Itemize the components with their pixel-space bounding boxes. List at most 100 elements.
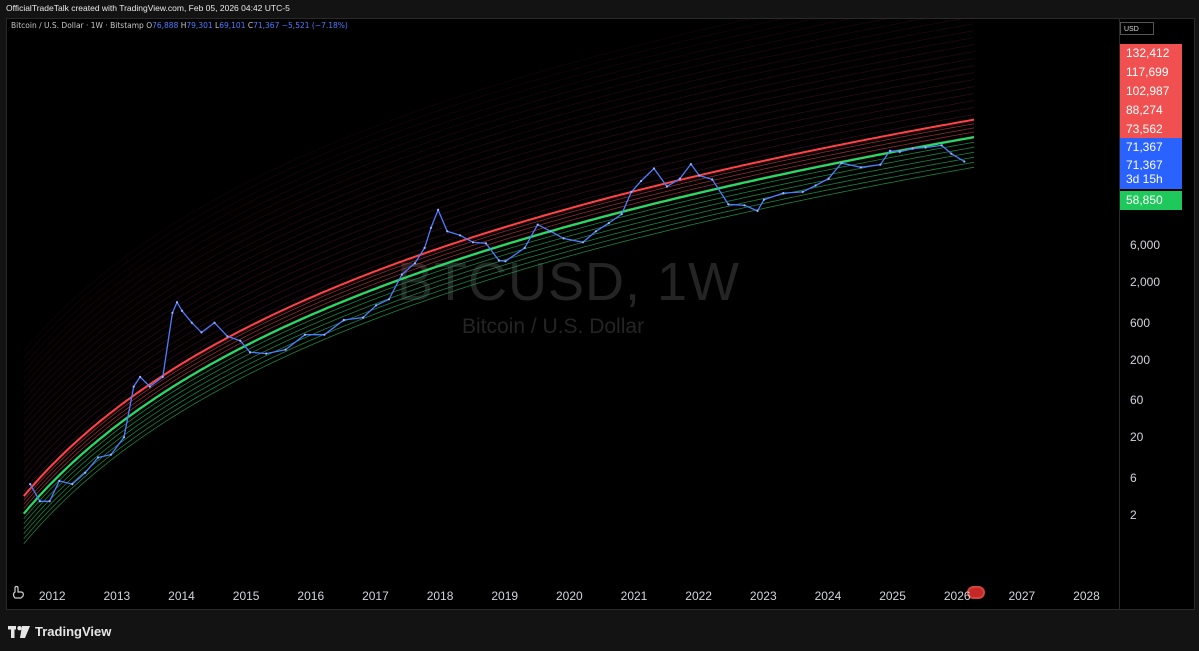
currency-selector[interactable]: USD bbox=[1120, 22, 1154, 35]
plot-area[interactable]: BTCUSD, 1W Bitcoin / U.S. Dollar Bitcoin… bbox=[7, 19, 1119, 609]
band-green-6 bbox=[23, 166, 975, 545]
price-point bbox=[504, 260, 507, 263]
price-point bbox=[58, 479, 61, 482]
time-axis-label: 2016 bbox=[297, 589, 325, 603]
price-point bbox=[400, 273, 403, 276]
legend-symbol: Bitcoin / U.S. Dollar · 1W · Bitstamp bbox=[11, 21, 144, 30]
price-point bbox=[303, 333, 307, 336]
price-point bbox=[678, 177, 682, 180]
price-point bbox=[248, 351, 252, 354]
chart-frame[interactable]: BTCUSD, 1W Bitcoin / U.S. Dollar Bitcoin… bbox=[6, 18, 1195, 610]
price-point bbox=[756, 209, 759, 212]
band-upper-20 bbox=[23, 19, 784, 359]
price-point bbox=[239, 339, 242, 342]
price-axis-label: 200 bbox=[1130, 352, 1151, 367]
legend-high: 79,301 bbox=[186, 21, 213, 30]
band-red-1 bbox=[23, 123, 975, 501]
price-point bbox=[413, 262, 416, 265]
credit-text: OfficialTradeTalk created with TradingVi… bbox=[6, 3, 290, 13]
band-red bbox=[23, 118, 975, 497]
price-point bbox=[963, 160, 966, 163]
price-chart[interactable] bbox=[7, 19, 1119, 609]
band-upper-9 bbox=[23, 58, 975, 436]
band-upper-12 bbox=[23, 37, 975, 415]
price-point bbox=[827, 177, 830, 180]
price-point bbox=[652, 167, 656, 170]
price-axis-label: 6,000 bbox=[1130, 238, 1161, 252]
price-point bbox=[423, 246, 426, 249]
legend-low-label: L bbox=[215, 21, 220, 30]
band-upper-8 bbox=[23, 65, 975, 443]
band-upper-5 bbox=[23, 86, 975, 464]
band-upper-18 bbox=[23, 19, 852, 373]
time-axis-label: 2028 bbox=[1073, 589, 1100, 603]
band-upper-15 bbox=[23, 19, 963, 394]
band-red-3 bbox=[23, 131, 975, 509]
price-point bbox=[284, 348, 287, 351]
price-point bbox=[97, 456, 100, 459]
time-axis-label: 2025 bbox=[879, 589, 906, 603]
footer: TradingView bbox=[0, 615, 1199, 651]
price-point bbox=[665, 185, 669, 188]
band-green bbox=[22, 136, 975, 515]
price-point bbox=[342, 318, 345, 322]
band-upper-3 bbox=[23, 100, 975, 478]
price-axis-label: 600 bbox=[1130, 315, 1151, 330]
band-upper-16 bbox=[23, 19, 925, 387]
price-point bbox=[226, 335, 229, 338]
price-point bbox=[549, 230, 552, 233]
price-point bbox=[940, 144, 943, 147]
time-axis-label: 2013 bbox=[103, 589, 131, 603]
band-red-2 bbox=[23, 127, 975, 505]
legend-high-label: H bbox=[180, 21, 187, 30]
time-axis-label: 2015 bbox=[232, 589, 260, 603]
time-axis-label: 2022 bbox=[685, 589, 712, 603]
price-point bbox=[387, 298, 391, 301]
price-point bbox=[459, 234, 462, 237]
band-green-2 bbox=[23, 146, 975, 524]
price-point bbox=[607, 222, 610, 225]
price-point bbox=[727, 203, 730, 206]
band-upper-10 bbox=[23, 51, 975, 429]
band-upper-19 bbox=[23, 19, 817, 366]
legend-close-label: C bbox=[247, 21, 254, 30]
price-point bbox=[743, 204, 746, 207]
band-green-4 bbox=[23, 156, 975, 534]
tradingview-logo[interactable]: TradingView bbox=[8, 624, 111, 639]
time-axis-label: 2020 bbox=[556, 589, 583, 603]
band-upper-7 bbox=[23, 72, 975, 450]
price-point bbox=[562, 237, 565, 240]
time-axis-label: 2014 bbox=[168, 589, 195, 603]
price-point bbox=[698, 174, 701, 177]
price-point bbox=[523, 246, 526, 249]
price-point bbox=[484, 242, 488, 245]
tradingview-logo-icon bbox=[8, 625, 30, 638]
price-tag: 117,699 bbox=[1120, 63, 1182, 82]
price-point bbox=[762, 198, 766, 201]
band-red-4 bbox=[23, 135, 975, 513]
price-point bbox=[620, 213, 623, 216]
time-axis-label: 2018 bbox=[426, 589, 454, 603]
time-axis-label: 2019 bbox=[491, 589, 519, 603]
price-point bbox=[375, 304, 378, 307]
price-point bbox=[879, 163, 882, 166]
price-axis-label: 2,000 bbox=[1130, 275, 1161, 290]
anchor-icon[interactable] bbox=[12, 584, 26, 605]
price-point bbox=[840, 162, 843, 165]
price-point bbox=[471, 241, 475, 244]
price-point bbox=[911, 147, 914, 150]
price-point bbox=[437, 208, 440, 211]
price-line bbox=[29, 144, 965, 502]
price-tag: 3d 15h bbox=[1120, 170, 1182, 189]
time-axis-label: 2023 bbox=[749, 589, 777, 603]
band-green-1 bbox=[23, 141, 975, 519]
price-point bbox=[888, 149, 892, 152]
band-upper-13 bbox=[23, 30, 975, 408]
price-tag: 88,274 bbox=[1120, 101, 1182, 120]
price-point bbox=[213, 321, 216, 324]
price-point bbox=[71, 483, 74, 486]
flag-icon[interactable] bbox=[967, 586, 985, 599]
watermark-description: Bitcoin / U.S. Dollar bbox=[462, 315, 645, 338]
price-tag: 102,987 bbox=[1120, 82, 1182, 101]
price-point bbox=[898, 150, 901, 153]
